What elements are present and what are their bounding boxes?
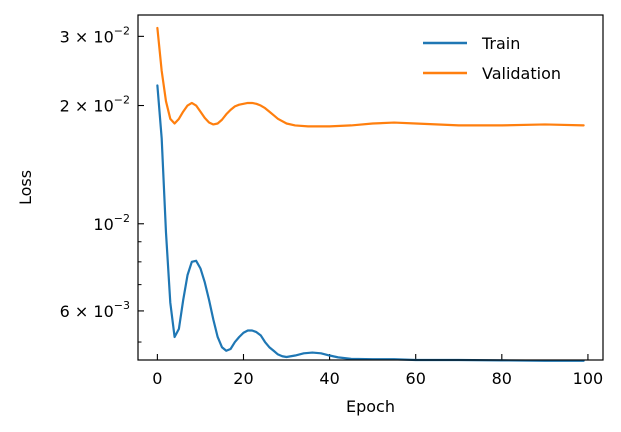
y-tick-label: 10−2: [93, 212, 130, 234]
legend-label-train: Train: [481, 34, 520, 53]
y-axis-ticks: 3 × 10−2 2 × 10−2 10−2 6 × 10−3: [60, 24, 144, 343]
y-tick-label: 6 × 10−3: [60, 299, 130, 321]
y-axis-title: Loss: [16, 170, 35, 205]
x-tick-label: 0: [152, 369, 162, 388]
plot-frame: [137, 14, 604, 361]
x-tick-label: 20: [233, 369, 253, 388]
series-line-validation: [156, 26, 585, 128]
x-tick-label: 100: [573, 369, 604, 388]
x-axis-title: Epoch: [346, 397, 395, 416]
x-tick-label: 60: [406, 369, 426, 388]
y-tick-label: 3 × 10−2: [60, 24, 130, 46]
legend-label-validation: Validation: [482, 64, 561, 83]
x-tick-label: 80: [492, 369, 512, 388]
x-axis-ticks: 0 20 40 60 80 100: [152, 354, 603, 388]
y-tick-label: 2 × 10−2: [60, 94, 130, 116]
series-layer: [156, 26, 585, 362]
x-tick-label: 40: [319, 369, 339, 388]
series-line-train: [156, 84, 585, 362]
legend: Train Validation: [423, 34, 561, 83]
